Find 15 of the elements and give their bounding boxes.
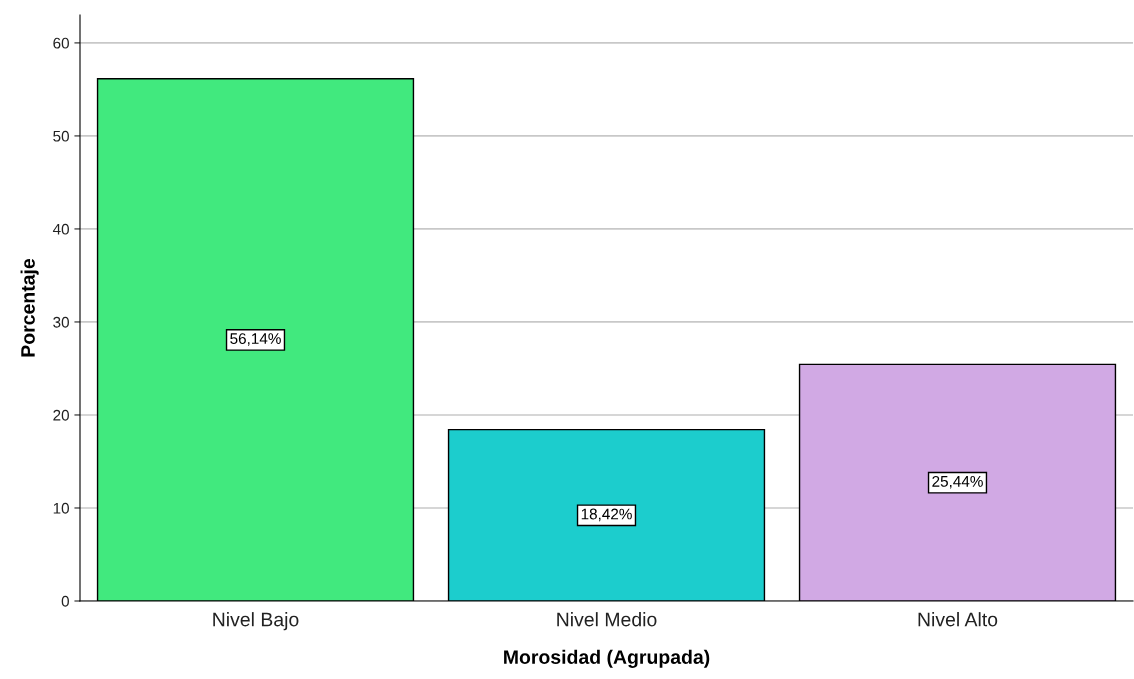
y-tick-label: 40 xyxy=(52,223,69,235)
y-tick-label: 30 xyxy=(53,316,69,328)
x-tick-label: Nivel Bajo xyxy=(213,612,299,631)
y-tick-label: 50 xyxy=(53,130,69,142)
y-tick-label: 60 xyxy=(53,37,69,49)
data-label: 25,44% xyxy=(932,475,983,489)
data-label: 56,14% xyxy=(230,333,281,346)
x-tick-label: Nivel Medio xyxy=(557,612,657,627)
y-tick-label: 20 xyxy=(53,409,69,421)
data-label: 18,42% xyxy=(581,508,632,522)
y-tick-label: 10 xyxy=(53,502,69,514)
x-tick-label: Nivel Alto xyxy=(918,612,998,627)
x-axis-title: Morosidad (Agrupada) xyxy=(504,649,710,668)
y-axis-title: Porcentaje xyxy=(20,258,39,357)
y-tick-label: 0 xyxy=(61,595,69,607)
